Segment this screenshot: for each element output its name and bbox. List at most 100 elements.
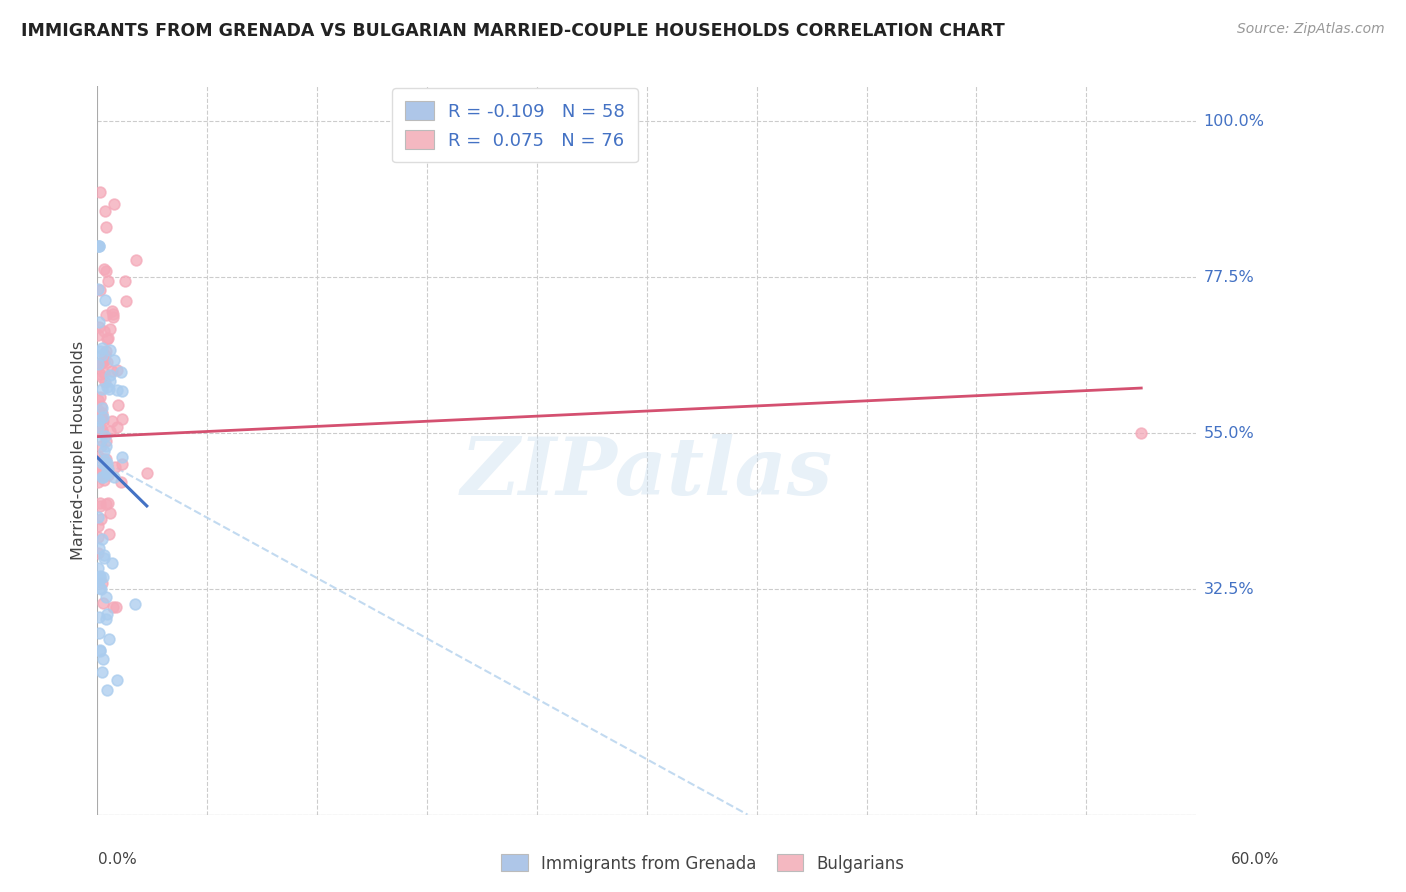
Point <box>103 599 125 614</box>
Point <box>115 293 138 308</box>
Point <box>89 626 111 640</box>
Point <box>93 262 115 277</box>
Point <box>97 632 120 647</box>
Point <box>87 392 110 407</box>
Point <box>91 452 114 467</box>
Point <box>97 331 120 345</box>
Point <box>104 459 127 474</box>
Point <box>100 414 122 428</box>
Point <box>91 370 114 384</box>
Point <box>87 465 110 479</box>
Point <box>87 413 110 427</box>
Point <box>87 561 110 575</box>
Point <box>91 410 114 425</box>
Point <box>98 322 121 336</box>
Point <box>98 368 121 382</box>
Point <box>90 512 112 526</box>
Point <box>91 470 114 484</box>
Point <box>98 343 121 357</box>
Point <box>96 682 118 697</box>
Point <box>93 414 115 428</box>
Point <box>87 358 110 372</box>
Point <box>94 344 117 359</box>
Text: 32.5%: 32.5% <box>1204 582 1254 597</box>
Point <box>105 420 128 434</box>
Point <box>89 367 111 381</box>
Point <box>87 475 110 489</box>
Point <box>87 239 110 253</box>
Point <box>96 264 118 278</box>
Point <box>111 457 134 471</box>
Point <box>124 597 146 611</box>
Point <box>89 581 111 595</box>
Point <box>93 354 115 368</box>
Point <box>89 570 111 584</box>
Point <box>104 599 127 614</box>
Point <box>90 576 112 591</box>
Point <box>94 612 117 626</box>
Point <box>87 463 110 477</box>
Legend: Immigrants from Grenada, Bulgarians: Immigrants from Grenada, Bulgarians <box>495 847 911 880</box>
Point <box>87 541 110 555</box>
Point <box>87 319 110 334</box>
Point <box>103 307 125 321</box>
Point <box>91 382 114 396</box>
Point <box>90 467 112 481</box>
Point <box>94 308 117 322</box>
Point <box>125 252 148 267</box>
Point <box>87 419 110 434</box>
Point <box>97 526 120 541</box>
Point <box>94 453 117 467</box>
Text: 77.5%: 77.5% <box>1204 269 1254 285</box>
Point <box>90 412 112 426</box>
Point <box>94 429 117 443</box>
Point <box>111 384 134 399</box>
Point <box>93 474 115 488</box>
Point <box>90 582 112 596</box>
Point <box>103 310 125 324</box>
Point <box>96 607 118 621</box>
Text: Source: ZipAtlas.com: Source: ZipAtlas.com <box>1237 22 1385 37</box>
Point <box>89 643 111 657</box>
Point <box>91 570 114 584</box>
Point <box>94 219 117 234</box>
Point <box>96 354 118 368</box>
Point <box>89 283 111 297</box>
Text: 60.0%: 60.0% <box>1232 852 1279 867</box>
Point <box>111 450 134 464</box>
Point <box>90 665 112 679</box>
Point <box>87 402 110 417</box>
Point <box>94 348 117 362</box>
Point <box>93 443 115 458</box>
Point <box>94 375 117 389</box>
Text: 100.0%: 100.0% <box>1204 113 1264 128</box>
Point <box>93 324 115 338</box>
Point <box>103 197 125 211</box>
Point <box>89 569 111 583</box>
Point <box>91 401 114 416</box>
Point <box>96 332 118 346</box>
Point <box>89 185 111 199</box>
Point <box>91 470 114 484</box>
Point <box>103 353 125 368</box>
Point <box>91 596 114 610</box>
Point <box>93 204 115 219</box>
Point <box>96 451 118 466</box>
Point <box>97 467 120 482</box>
Point <box>87 239 110 253</box>
Point <box>90 341 112 355</box>
Point <box>90 456 112 470</box>
Point <box>110 365 132 379</box>
Point <box>89 344 111 359</box>
Point <box>96 456 118 470</box>
Point <box>100 303 122 318</box>
Point <box>93 551 115 566</box>
Point <box>87 359 110 373</box>
Legend: R = -0.109   N = 58, R =  0.075   N = 76: R = -0.109 N = 58, R = 0.075 N = 76 <box>392 88 637 162</box>
Point <box>94 293 117 307</box>
Point <box>91 652 114 666</box>
Point <box>87 239 110 253</box>
Point <box>87 610 110 624</box>
Point <box>111 412 134 426</box>
Point <box>135 467 157 481</box>
